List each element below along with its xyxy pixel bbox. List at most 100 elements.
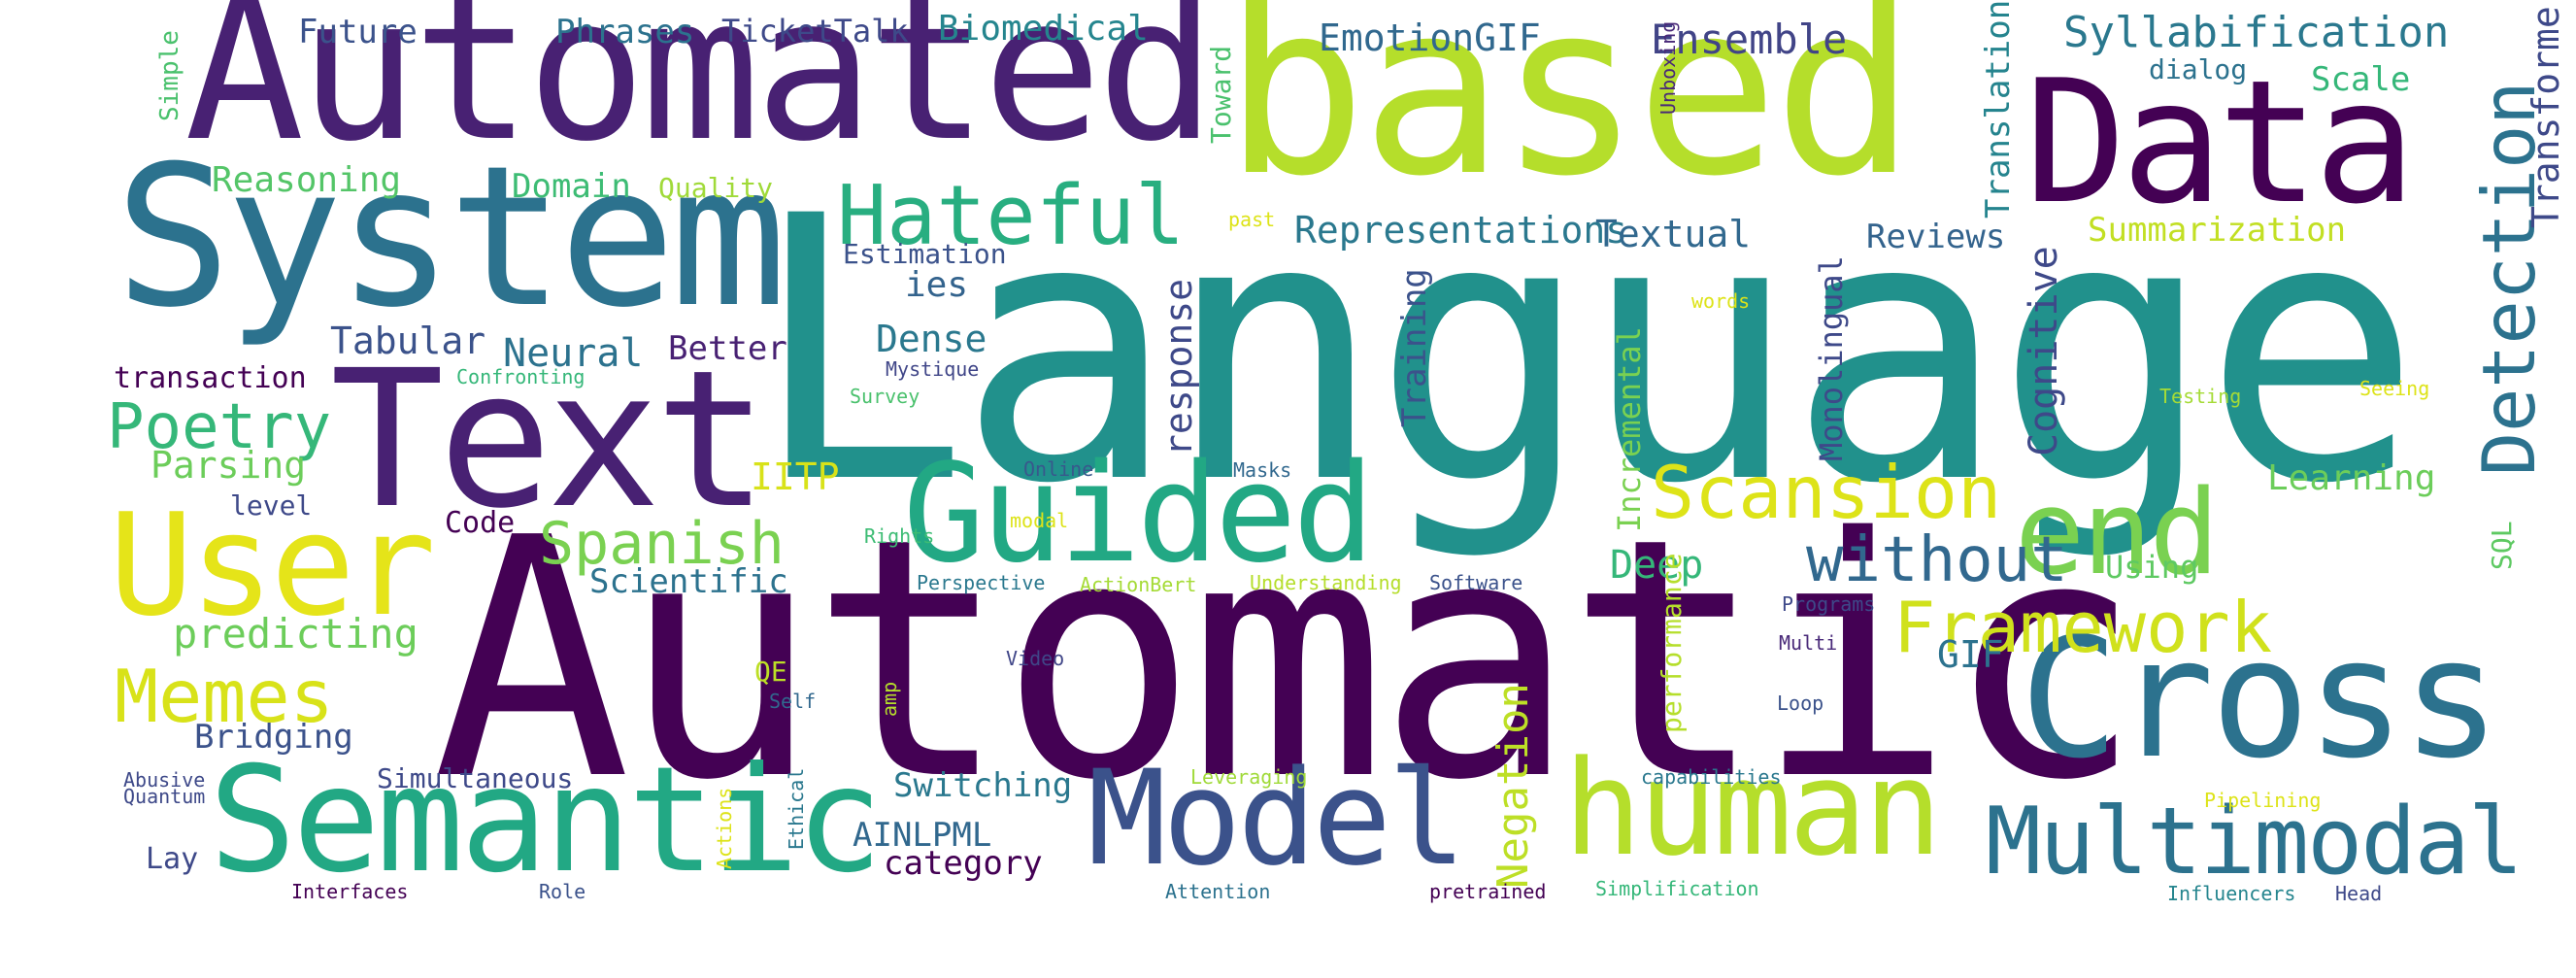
cloud-word: capabilities: [1641, 765, 1782, 789]
cloud-word: pretrained: [1429, 880, 1547, 903]
cloud-word: Monolingual: [1813, 255, 1850, 461]
cloud-word: Head: [2335, 882, 2383, 905]
cloud-word: Masks: [1233, 458, 1292, 482]
cloud-word: Learning: [2267, 458, 2436, 498]
cloud-word: Interfaces: [291, 880, 409, 903]
cloud-word: category: [884, 844, 1043, 883]
cloud-word: Switching: [893, 766, 1073, 805]
cloud-word: performance: [1656, 553, 1688, 733]
cloud-word: without: [1806, 524, 2068, 596]
cloud-word: Simplification: [1595, 877, 1759, 900]
cloud-word: Mystique: [886, 357, 980, 381]
cloud-word: Parsing: [151, 444, 307, 487]
cloud-word: AINLPML: [853, 816, 992, 855]
cloud-word: EmotionGIF: [1319, 17, 1541, 59]
cloud-word: Scale: [2311, 60, 2411, 99]
cloud-word: Attention: [1165, 880, 1271, 903]
cloud-word: words: [1691, 289, 1751, 313]
cloud-word: Unboxing: [1656, 20, 1680, 115]
cloud-word: Semantic: [209, 736, 883, 905]
cloud-word: Toward: [1205, 45, 1237, 144]
cloud-word: predicting: [173, 610, 418, 658]
cloud-word: Poetry: [107, 391, 332, 463]
cloud-word: Pipelining: [2204, 789, 2322, 812]
cloud-word: human: [1563, 732, 1942, 885]
cloud-word: Scansion: [1651, 450, 2002, 535]
cloud-word: modal: [1010, 509, 1069, 532]
cloud-word: Phrases: [555, 13, 695, 51]
cloud-word: Model: [1087, 742, 1466, 894]
cloud-word: IITP: [751, 455, 840, 498]
cloud-word: Transformer: [2525, 0, 2567, 228]
cloud-word: Scientific: [589, 562, 788, 601]
cloud-word: Abusive: [123, 768, 206, 792]
cloud-word: Programs: [1782, 592, 1876, 616]
cloud-word: Reviews: [1866, 218, 2006, 256]
cloud-word: Representations: [1294, 209, 1628, 252]
cloud-word: Bridging: [194, 718, 353, 757]
cloud-word: Survey: [850, 385, 920, 408]
cloud-word: Reasoning: [212, 160, 402, 200]
cloud-word: transaction: [114, 361, 307, 395]
cloud-word: Ethical: [785, 767, 808, 850]
cloud-word: Future: [298, 13, 418, 51]
cloud-word: Automated: [184, 0, 1217, 185]
cloud-word: Multi: [1779, 631, 1838, 655]
cloud-word: Deep: [1610, 543, 1704, 588]
cloud-word: Text: [330, 329, 769, 550]
cloud-word: Translation: [1979, 0, 2018, 219]
cloud-word: Guided: [903, 435, 1375, 593]
cloud-word: Framework: [1893, 587, 2273, 668]
cloud-word: Simple: [155, 30, 184, 121]
cloud-word: Cross: [2020, 603, 2501, 795]
cloud-word: Leveraging: [1190, 765, 1308, 789]
cloud-word: Actions: [713, 787, 736, 869]
cloud-word: Lay: [146, 842, 199, 876]
cloud-word: end: [2015, 466, 2220, 601]
cloud-word: Language: [750, 140, 2422, 563]
cloud-word: Software: [1429, 571, 1523, 594]
cloud-word: User: [109, 484, 436, 648]
cloud-word: Dense: [876, 318, 987, 360]
cloud-word: Code: [445, 506, 516, 540]
cloud-word: Video: [1006, 647, 1065, 670]
cloud-word: Tabular: [330, 320, 486, 362]
cloud-word: Training: [1395, 268, 1434, 427]
cloud-word: Multimodal: [1986, 789, 2524, 895]
cloud-word: amp: [878, 681, 901, 717]
cloud-word: Negation: [1489, 683, 1538, 889]
cloud-word: TicketTalk: [721, 13, 909, 50]
cloud-word: Testing: [2159, 385, 2242, 408]
cloud-word: ActionBert: [1080, 573, 1197, 596]
cloud-word: QE: [754, 656, 787, 688]
cloud-word: Loop: [1777, 691, 1824, 715]
cloud-word: Memes: [115, 654, 334, 739]
cloud-word: Automatic: [432, 468, 2143, 853]
cloud-word: Influencers: [2167, 882, 2296, 905]
cloud-word: Textual: [1595, 213, 1752, 255]
cloud-word: level: [230, 489, 313, 522]
cloud-word: Self: [769, 690, 817, 713]
cloud-word: Simultaneous: [377, 762, 574, 794]
cloud-word: Syllabification: [2063, 8, 2450, 57]
cloud-word: Incremental: [1611, 326, 1648, 532]
cloud-word: Domain: [512, 167, 631, 206]
cloud-word: Quality: [658, 172, 774, 204]
cloud-word: past: [1228, 208, 1276, 231]
cloud-word: Better: [668, 329, 787, 368]
cloud-word: ies: [905, 265, 969, 305]
cloud-word: Rights: [864, 524, 935, 548]
cloud-word: Data: [2024, 45, 2416, 242]
cloud-word: Confronting: [456, 365, 585, 388]
cloud-word: Cognitive: [2022, 246, 2066, 456]
cloud-word: based: [1223, 0, 1917, 228]
cloud-word: Quantum: [123, 785, 206, 808]
cloud-word: Online: [1023, 457, 1094, 481]
cloud-word: GIF: [1937, 633, 2004, 676]
cloud-word: Ensemble: [1651, 16, 1848, 63]
cloud-word: Role: [539, 880, 586, 903]
cloud-word: Biomedical: [938, 9, 1149, 49]
cloud-word: Using: [2105, 549, 2199, 586]
cloud-word: Hateful: [837, 168, 1186, 264]
cloud-word: SQL: [2486, 521, 2518, 570]
